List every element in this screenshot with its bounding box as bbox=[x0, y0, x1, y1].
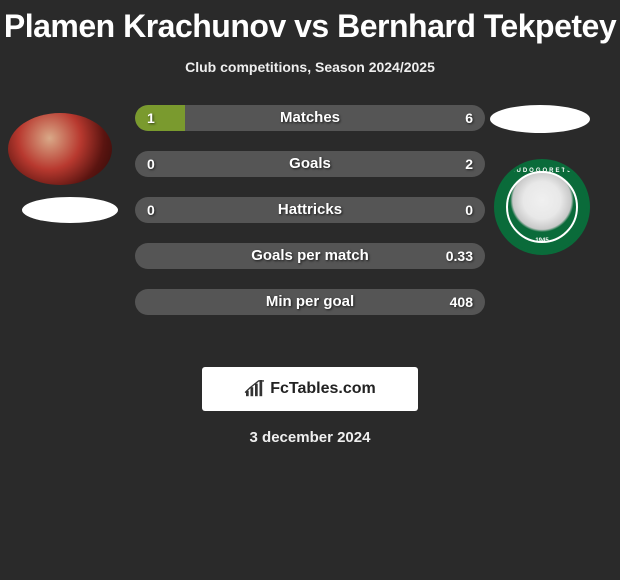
stat-label: Hattricks bbox=[135, 197, 485, 223]
stat-bar-row: 16Matches bbox=[135, 105, 485, 131]
stat-bar-row: 02Goals bbox=[135, 151, 485, 177]
stat-label: Goals per match bbox=[135, 243, 485, 269]
player-right-club-logo: LUDOGORETS 1945 bbox=[494, 159, 590, 255]
comparison-date: 3 december 2024 bbox=[0, 429, 620, 446]
stat-bar-row: 0.33Goals per match bbox=[135, 243, 485, 269]
stat-label: Matches bbox=[135, 105, 485, 131]
comparison-subtitle: Club competitions, Season 2024/2025 bbox=[0, 59, 620, 75]
club-right-year: 1945 bbox=[535, 238, 548, 244]
eagle-icon bbox=[506, 171, 578, 243]
player-right-photo bbox=[490, 105, 590, 133]
player-left-club-logo bbox=[22, 197, 118, 223]
comparison-main: LUDOGORETS 1945 16Matches 02Goals 00Hattri… bbox=[0, 105, 620, 355]
chart-icon bbox=[244, 380, 266, 398]
stat-label: Min per goal bbox=[135, 289, 485, 315]
player-left-photo bbox=[8, 113, 112, 185]
stat-bar-row: 408Min per goal bbox=[135, 289, 485, 315]
stat-label: Goals bbox=[135, 151, 485, 177]
watermark-text: FcTables.com bbox=[270, 380, 376, 398]
stat-bars: 16Matches 02Goals 00Hattricks 0.33Goals per… bbox=[135, 105, 485, 335]
watermark-badge: FcTables.com bbox=[202, 367, 418, 411]
comparison-title: Plamen Krachunov vs Bernhard Tekpetey bbox=[0, 0, 620, 45]
stat-bar-row: 00Hattricks bbox=[135, 197, 485, 223]
